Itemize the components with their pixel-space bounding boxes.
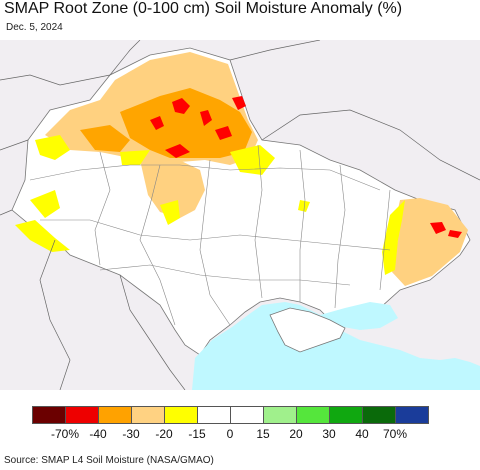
crimea-peninsula: [269, 307, 346, 353]
legend-tick-label: -20: [155, 427, 173, 441]
sea-of-azov: [320, 302, 398, 330]
dry-orange-core: [120, 88, 252, 158]
legend-tick-label: 15: [256, 427, 270, 441]
oblast-borders: [29, 144, 391, 326]
legend-tick-label: -30: [122, 427, 140, 441]
legend-swatch: [263, 406, 297, 424]
legend-tick-label: 0: [226, 427, 234, 441]
dry-region-east: [392, 198, 468, 286]
legend-swatch: [98, 406, 132, 424]
legend-swatch: [395, 406, 429, 424]
legend-swatch: [362, 406, 396, 424]
legend-swatch: [164, 406, 198, 424]
black-sea: [192, 302, 480, 390]
legend-ticks: -70% -40 -30 -20 -15 0 15 20 30 40 70%: [0, 427, 480, 443]
soil-moisture-map: [0, 40, 480, 390]
dry-orange-west: [80, 125, 130, 152]
legend-swatch: [296, 406, 330, 424]
legend-tick-label: 30: [322, 427, 336, 441]
source-credit: Source: SMAP L4 Soil Moisture (NASA/GMAO…: [4, 455, 214, 466]
legend-swatch: [32, 406, 66, 424]
dry-region-central: [140, 158, 205, 218]
legend-swatch: [329, 406, 363, 424]
map-title: SMAP Root Zone (0-100 cm) Soil Moisture …: [4, 0, 403, 17]
legend-swatch: [131, 406, 165, 424]
legend-tick-label: -70%: [50, 427, 80, 441]
legend-tick-label: 20: [289, 427, 303, 441]
legend-tick-label: -40: [89, 427, 107, 441]
dry-yellow-patches: [15, 135, 405, 275]
legend-tick-label: -15: [188, 427, 206, 441]
color-legend: [32, 406, 429, 424]
dry-red-spots: [150, 96, 462, 238]
country-borders: [0, 40, 480, 390]
legend-swatch: [197, 406, 231, 424]
legend-swatch: [230, 406, 264, 424]
legend-tick-label: 70%: [382, 427, 408, 441]
legend-tick-label: 40: [355, 427, 369, 441]
legend-swatch: [65, 406, 99, 424]
map-date: Dec. 5, 2024: [6, 22, 63, 33]
